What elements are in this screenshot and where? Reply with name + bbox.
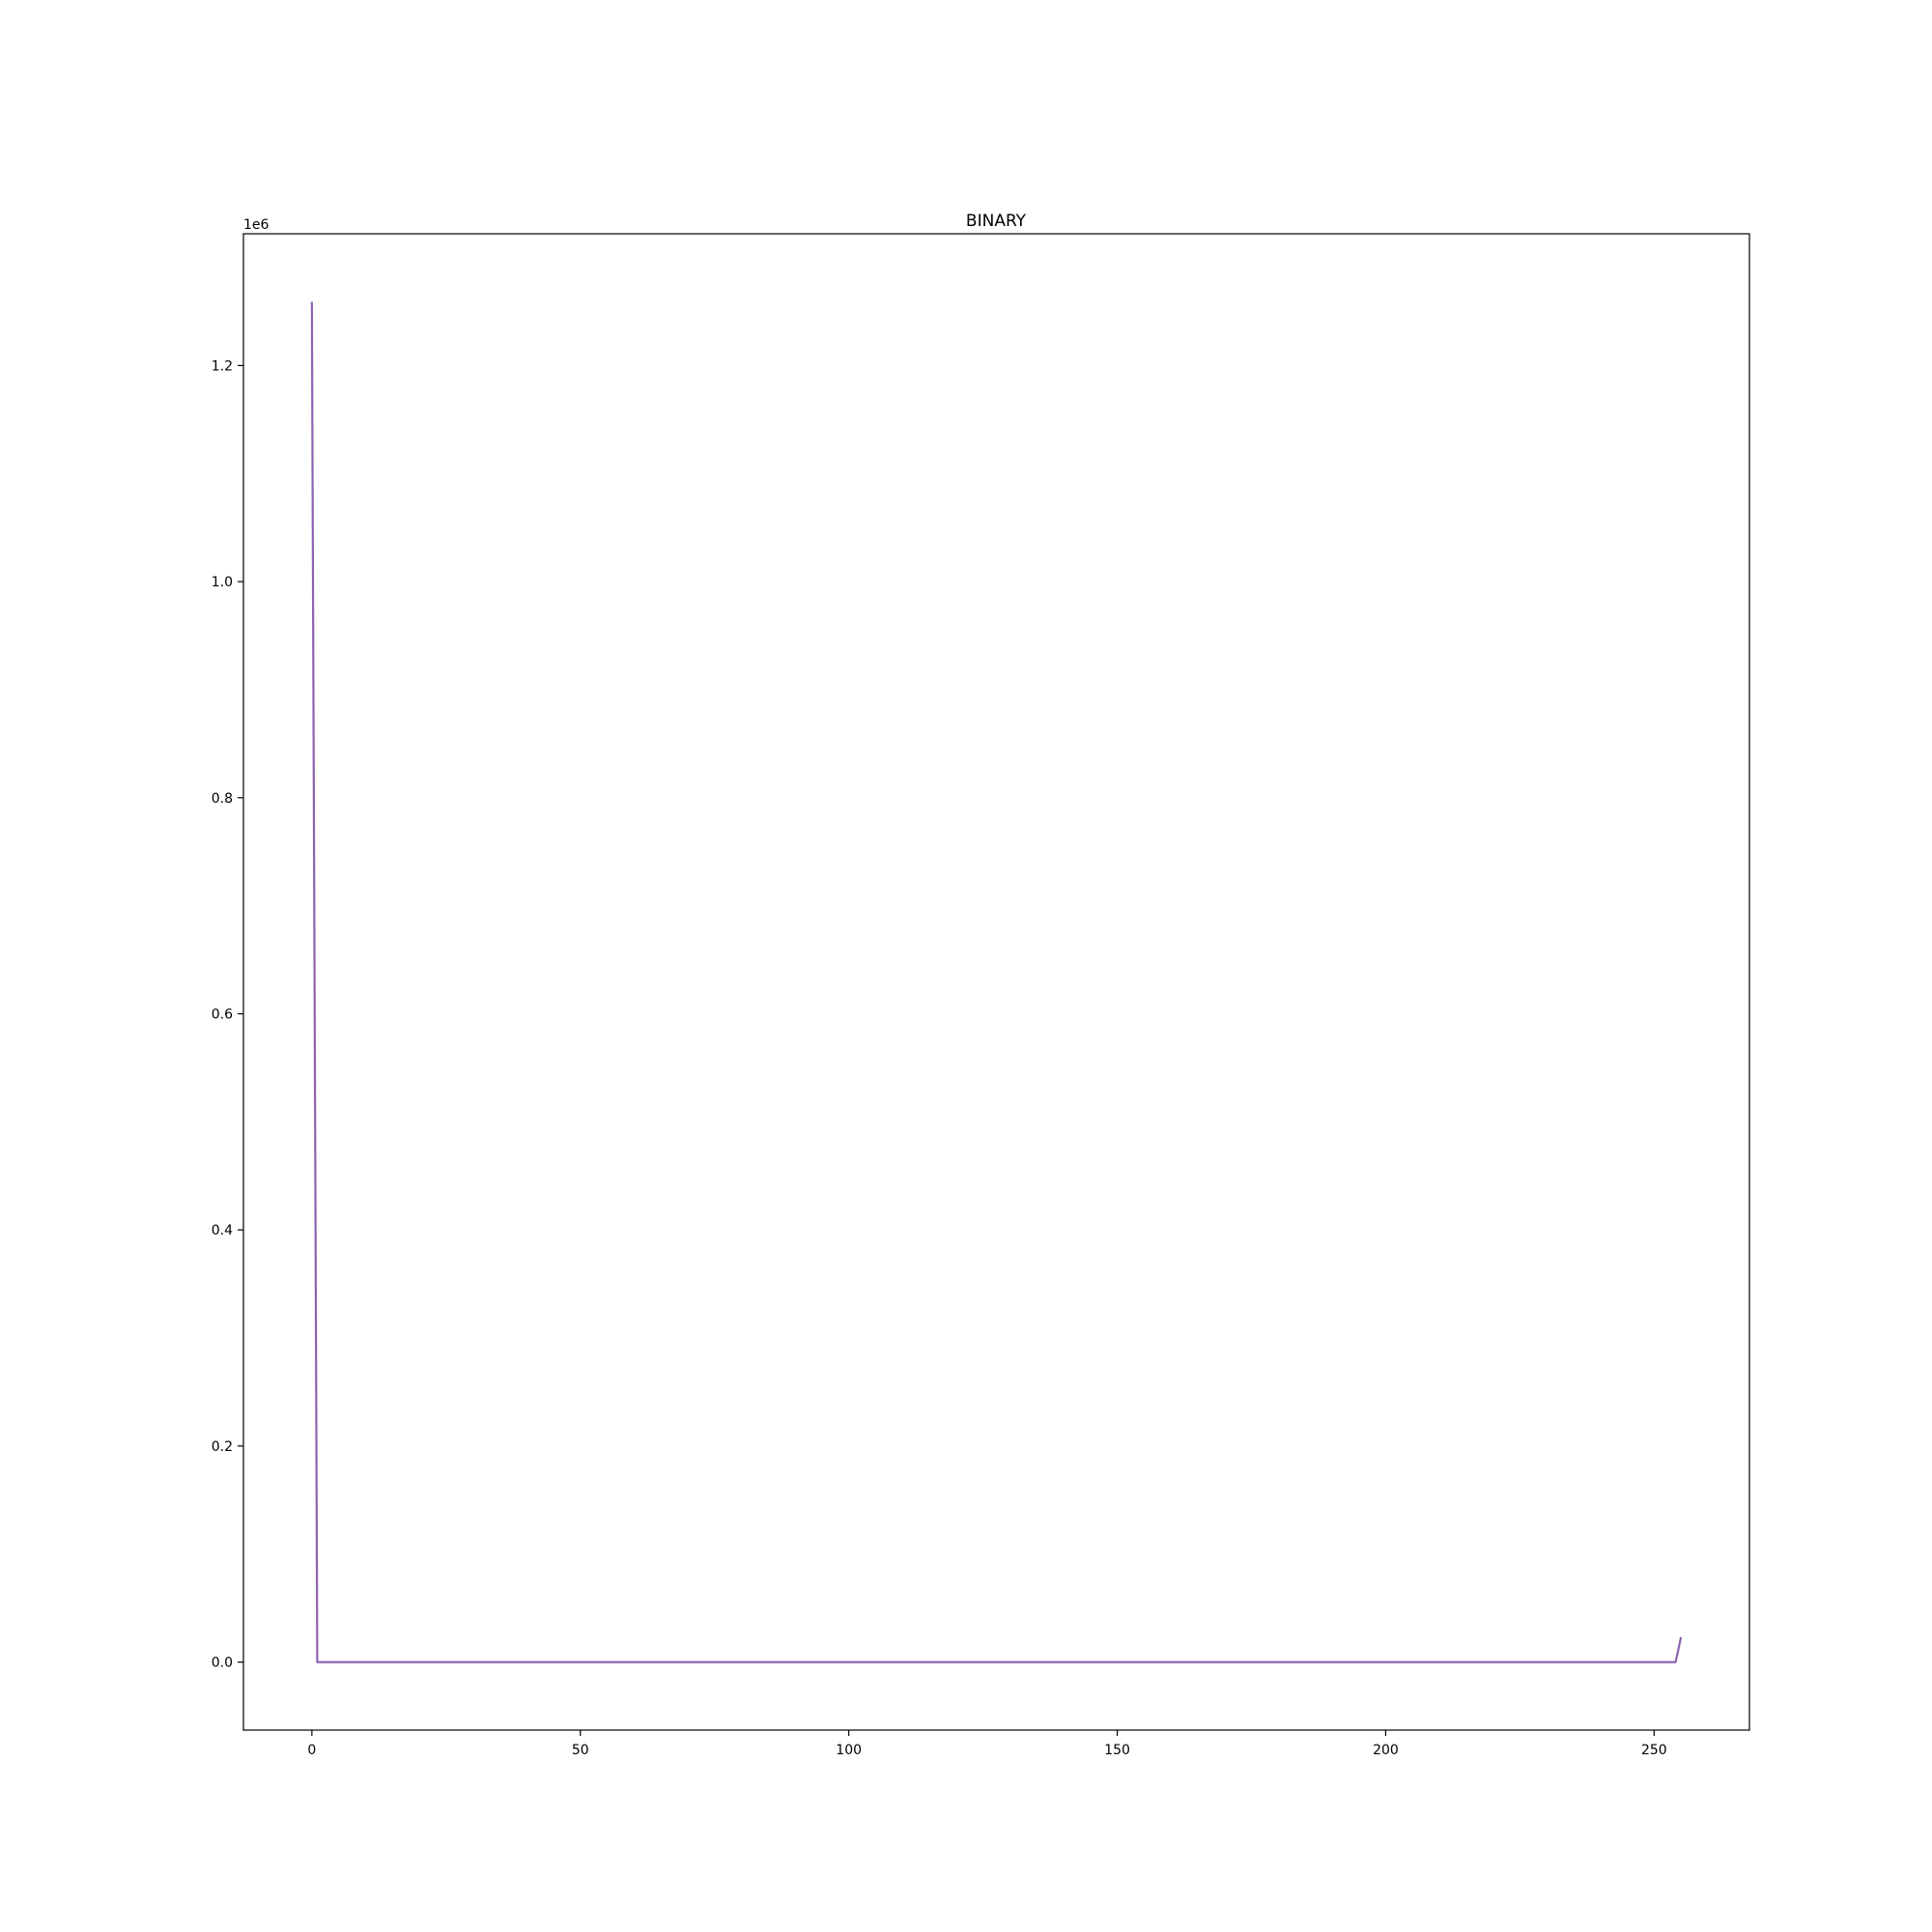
x-tick-label: 250 — [1641, 1743, 1667, 1758]
series-line-1 — [310, 301, 1683, 1663]
y-tick-label: 0.2 — [212, 1439, 233, 1455]
x-tick-label: 200 — [1373, 1743, 1399, 1758]
y-tick-label: 0.0 — [212, 1656, 233, 1671]
y-tick-label: 1.0 — [212, 575, 233, 590]
y-tick-label: 0.4 — [212, 1223, 233, 1238]
x-tick-label: 100 — [836, 1743, 862, 1758]
x-tick-label: 150 — [1104, 1743, 1130, 1758]
y-tick-label: 0.8 — [212, 791, 233, 807]
plot-frame — [242, 233, 1750, 1731]
y-tick-label: 1.2 — [212, 358, 233, 374]
y-offset-label: 1e6 — [243, 217, 270, 233]
x-tick-label: 0 — [307, 1743, 316, 1758]
chart-title: BINARY — [966, 212, 1027, 231]
x-tick-label: 50 — [572, 1743, 589, 1758]
y-tick-label: 0.6 — [212, 1007, 233, 1022]
